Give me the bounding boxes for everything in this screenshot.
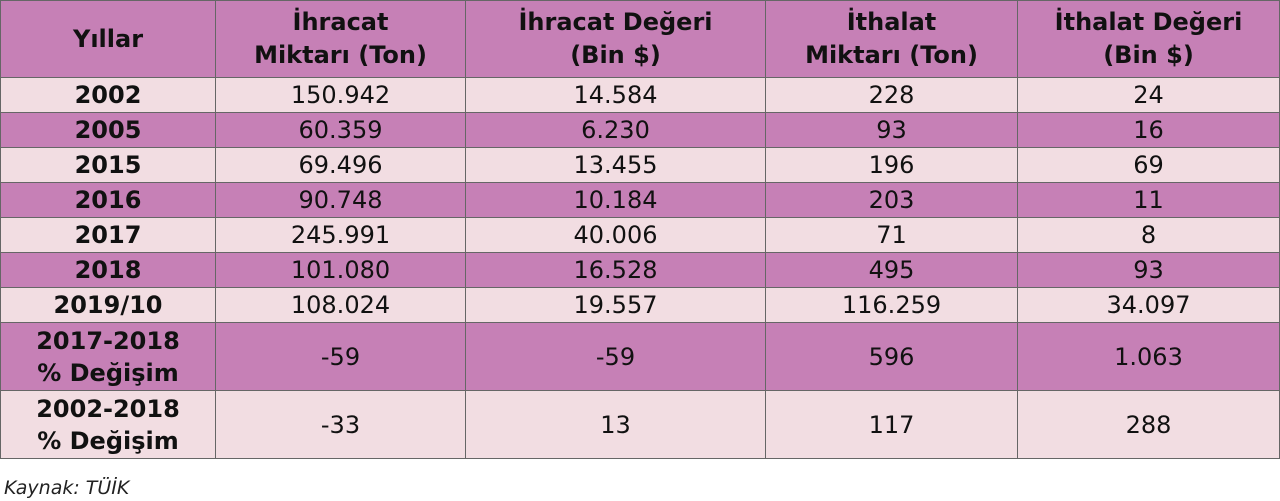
row-label: 2002	[0, 77, 216, 113]
table-cell: -33	[215, 390, 466, 459]
table-cell: 10.184	[465, 182, 766, 218]
cell-line: % Değişim	[37, 426, 179, 455]
cell-line: (Bin $)	[570, 41, 661, 69]
table-cell: 228	[765, 77, 1018, 113]
header-row: Yıllar İhracat Miktarı (Ton) İhracat Değeri…	[0, 0, 1280, 78]
table-cell: 11	[1017, 182, 1280, 218]
table-row: 2016 90.748 10.184 203 11	[0, 182, 1280, 218]
source-note: Kaynak: TÜİK	[4, 477, 130, 499]
table-cell: 117	[765, 390, 1018, 459]
table-row: 2018 101.080 16.528 495 93	[0, 252, 1280, 288]
table-row: 2005 60.359 6.230 93 16	[0, 112, 1280, 148]
cell-line: 2019/10	[53, 291, 163, 319]
row-label: 2016	[0, 182, 216, 218]
row-label: 2017	[0, 217, 216, 253]
row-label: 2019/10	[0, 287, 216, 323]
table-cell: 596	[765, 322, 1018, 391]
table-cell: 16	[1017, 112, 1280, 148]
table-cell: 71	[765, 217, 1018, 253]
table-cell: -59	[215, 322, 466, 391]
row-label: 2002-2018 % Değişim	[0, 390, 216, 459]
row-label: 2017-2018 % Değişim	[0, 322, 216, 391]
table-cell: 116.259	[765, 287, 1018, 323]
cell-line: Miktarı (Ton)	[254, 41, 427, 69]
cell-line: İthalat	[846, 8, 937, 36]
cell-line: Yıllar	[72, 24, 144, 53]
table-cell: 108.024	[215, 287, 466, 323]
cell-line: 2005	[74, 116, 142, 144]
cell-line: 2018	[74, 256, 142, 284]
row-label: 2005	[0, 112, 216, 148]
table-cell: 203	[765, 182, 1018, 218]
table-cell: 13	[465, 390, 766, 459]
table-cell: 245.991	[215, 217, 466, 253]
header-cell: Yıllar	[0, 0, 216, 78]
cell-line: 2002	[74, 81, 142, 109]
table-cell: 69.496	[215, 147, 466, 183]
row-label: 2015	[0, 147, 216, 183]
cell-line: İhracat	[292, 8, 389, 36]
table-cell: 24	[1017, 77, 1280, 113]
table-body: 2002 150.942 14.584 228 24 2005 60.359 6.230 93 1…	[0, 77, 1280, 459]
cell-line: % Değişim	[37, 358, 179, 387]
cell-line: 2002-2018	[36, 394, 180, 423]
table-cell: 495	[765, 252, 1018, 288]
table-cell: 1.063	[1017, 322, 1280, 391]
table-cell: 150.942	[215, 77, 466, 113]
cell-line: İhracat Değeri	[518, 8, 713, 36]
cell-line: 2016	[74, 186, 142, 214]
table-cell: 101.080	[215, 252, 466, 288]
table-cell: 19.557	[465, 287, 766, 323]
table-cell: 16.528	[465, 252, 766, 288]
header-cell: İhracat Değeri (Bin $)	[465, 0, 766, 78]
table-cell: 6.230	[465, 112, 766, 148]
table-cell: 288	[1017, 390, 1280, 459]
table-row: 2015 69.496 13.455 196 69	[0, 147, 1280, 183]
table-cell: -59	[465, 322, 766, 391]
table-cell: 34.097	[1017, 287, 1280, 323]
table-row: 2017 245.991 40.006 71 8	[0, 217, 1280, 253]
table-row: 2002 150.942 14.584 228 24	[0, 77, 1280, 113]
cell-line: (Bin $)	[1103, 41, 1194, 69]
table-cell: 13.455	[465, 147, 766, 183]
header-cell: İthalat Miktarı (Ton)	[765, 0, 1018, 78]
table-cell: 60.359	[215, 112, 466, 148]
cell-line: İthalat Değeri	[1054, 8, 1243, 36]
table-cell: 93	[1017, 252, 1280, 288]
cell-line: Miktarı (Ton)	[805, 41, 978, 69]
table-cell: 90.748	[215, 182, 466, 218]
table-cell: 8	[1017, 217, 1280, 253]
cell-line: 2017	[74, 221, 142, 249]
table-cell: 40.006	[465, 217, 766, 253]
header-cell: İhracat Miktarı (Ton)	[215, 0, 466, 78]
table-row: 2002-2018 % Değişim -33 13 117 288	[0, 390, 1280, 459]
table-cell: 93	[765, 112, 1018, 148]
cell-line: 2017-2018	[36, 326, 180, 355]
table-row: 2019/10 108.024 19.557 116.259 34.097	[0, 287, 1280, 323]
row-label: 2018	[0, 252, 216, 288]
data-table: Yıllar İhracat Miktarı (Ton) İhracat Değeri…	[0, 0, 1280, 459]
table-row: 2017-2018% Değişim -59 -59 596 1.063	[0, 322, 1280, 391]
table-cell: 69	[1017, 147, 1280, 183]
table-cell: 196	[765, 147, 1018, 183]
header-cell: İthalat Değeri (Bin $)	[1017, 0, 1280, 78]
table-cell: 14.584	[465, 77, 766, 113]
cell-line: 2015	[74, 151, 142, 179]
